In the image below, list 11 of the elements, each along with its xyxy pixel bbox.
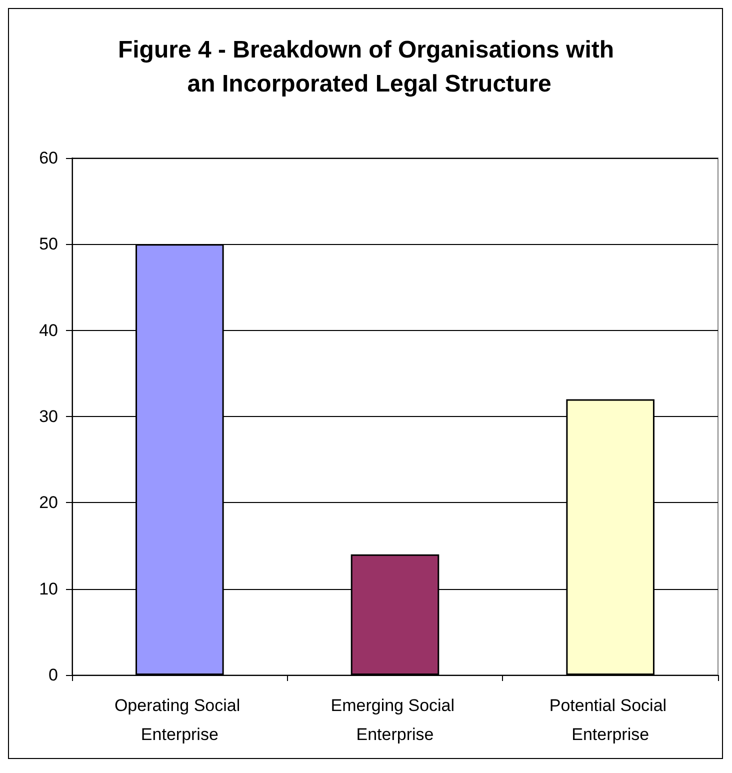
y-tick-label: 60 [39,148,58,168]
x-tick-label: Operating Social Enterprise [114,696,245,744]
y-tick-label: 40 [39,320,58,340]
y-tick-label: 30 [39,407,58,426]
x-tick-label: Potential Social Enterprise [549,696,672,744]
y-tick-label: 20 [39,493,58,512]
y-tick-label: 0 [48,666,58,684]
y-tick-label: 50 [39,234,58,254]
chart-title: Figure 4 - Breakdown of Organisations with an Incorporated Legal Structure [118,36,614,98]
y-tick-label: 10 [39,579,58,598]
x-tick-label: Emerging Social Enterprise [330,696,460,744]
